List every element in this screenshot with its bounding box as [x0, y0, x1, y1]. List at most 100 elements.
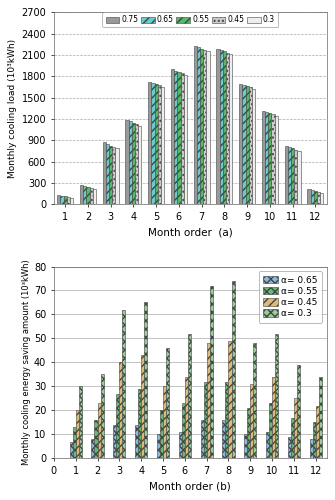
Bar — [294, 398, 297, 458]
Bar — [216, 48, 220, 204]
Bar — [229, 54, 232, 204]
Bar — [174, 70, 177, 204]
Bar — [112, 147, 116, 204]
Bar — [100, 374, 104, 458]
Bar — [89, 188, 93, 204]
Bar — [285, 146, 288, 204]
Bar — [204, 382, 207, 458]
Bar — [222, 420, 225, 459]
Bar — [200, 48, 203, 204]
Bar — [244, 434, 247, 458]
Bar — [294, 150, 297, 204]
Bar — [220, 50, 223, 204]
Bar — [291, 148, 294, 204]
Bar — [271, 114, 275, 204]
Bar — [161, 87, 164, 204]
Bar — [268, 114, 271, 204]
Bar — [313, 422, 316, 458]
Bar — [116, 148, 119, 204]
Bar — [91, 440, 94, 458]
Bar — [93, 190, 96, 204]
Bar — [181, 73, 184, 204]
Bar — [154, 84, 158, 204]
Bar — [129, 122, 132, 204]
Bar — [188, 334, 191, 458]
Bar — [320, 194, 323, 204]
Bar — [70, 442, 73, 458]
Bar — [138, 126, 141, 204]
Bar — [185, 377, 188, 458]
Bar — [317, 192, 320, 204]
Bar — [184, 75, 187, 204]
Bar — [177, 72, 181, 204]
Bar — [225, 382, 228, 458]
Bar — [210, 286, 213, 459]
Bar — [57, 195, 61, 204]
Bar — [182, 404, 185, 458]
Y-axis label: Monthly cooling load (10³kWh): Monthly cooling load (10³kWh) — [8, 39, 17, 178]
Bar — [94, 420, 97, 459]
Bar — [228, 341, 231, 458]
Bar — [272, 377, 275, 458]
Bar — [97, 404, 100, 458]
Bar — [61, 196, 64, 204]
Bar — [151, 83, 154, 204]
Bar — [231, 281, 234, 458]
Bar — [307, 190, 311, 204]
Bar — [249, 88, 252, 204]
Bar — [106, 144, 109, 204]
Bar — [253, 344, 256, 458]
Bar — [109, 146, 112, 204]
Bar — [310, 440, 313, 458]
Bar — [73, 428, 76, 458]
Bar — [226, 52, 229, 204]
Bar — [314, 192, 317, 204]
Bar — [269, 404, 272, 458]
Bar — [239, 84, 242, 204]
Bar — [132, 123, 135, 204]
Bar — [135, 425, 138, 458]
Bar — [148, 82, 151, 204]
Bar — [247, 408, 250, 459]
Bar — [157, 434, 160, 458]
Bar — [119, 362, 122, 458]
Bar — [223, 51, 226, 204]
Bar — [144, 302, 147, 458]
Bar — [158, 86, 161, 204]
Bar — [160, 410, 163, 459]
Bar — [275, 334, 278, 458]
Bar — [242, 85, 246, 204]
Bar — [203, 50, 206, 204]
Bar — [311, 190, 314, 204]
Bar — [206, 52, 210, 204]
Bar — [179, 432, 182, 458]
Bar — [122, 310, 126, 458]
Bar — [207, 344, 210, 458]
Bar — [80, 185, 83, 204]
Bar — [319, 377, 322, 458]
Bar — [252, 89, 255, 204]
Bar — [288, 148, 291, 204]
Bar — [194, 46, 197, 204]
Bar — [103, 142, 106, 204]
Bar — [141, 356, 144, 459]
X-axis label: Month order  (a): Month order (a) — [148, 228, 232, 237]
Bar — [76, 410, 79, 459]
Bar — [297, 365, 300, 458]
Bar — [288, 437, 291, 458]
Bar — [79, 386, 82, 458]
Bar — [113, 425, 116, 458]
Bar — [201, 420, 204, 459]
Bar — [83, 186, 86, 204]
Bar — [197, 47, 200, 204]
Legend: 0.75, 0.65, 0.55, 0.45, 0.3: 0.75, 0.65, 0.55, 0.45, 0.3 — [103, 12, 278, 28]
Bar — [138, 389, 141, 458]
Y-axis label: Monthly cooling energy saving amount (10³kWh): Monthly cooling energy saving amount (10… — [22, 260, 31, 466]
X-axis label: Month order (b): Month order (b) — [149, 482, 231, 492]
Bar — [250, 384, 253, 458]
Bar — [297, 151, 300, 204]
Bar — [291, 418, 294, 459]
Bar — [266, 432, 269, 458]
Bar — [126, 120, 129, 204]
Bar — [262, 111, 265, 204]
